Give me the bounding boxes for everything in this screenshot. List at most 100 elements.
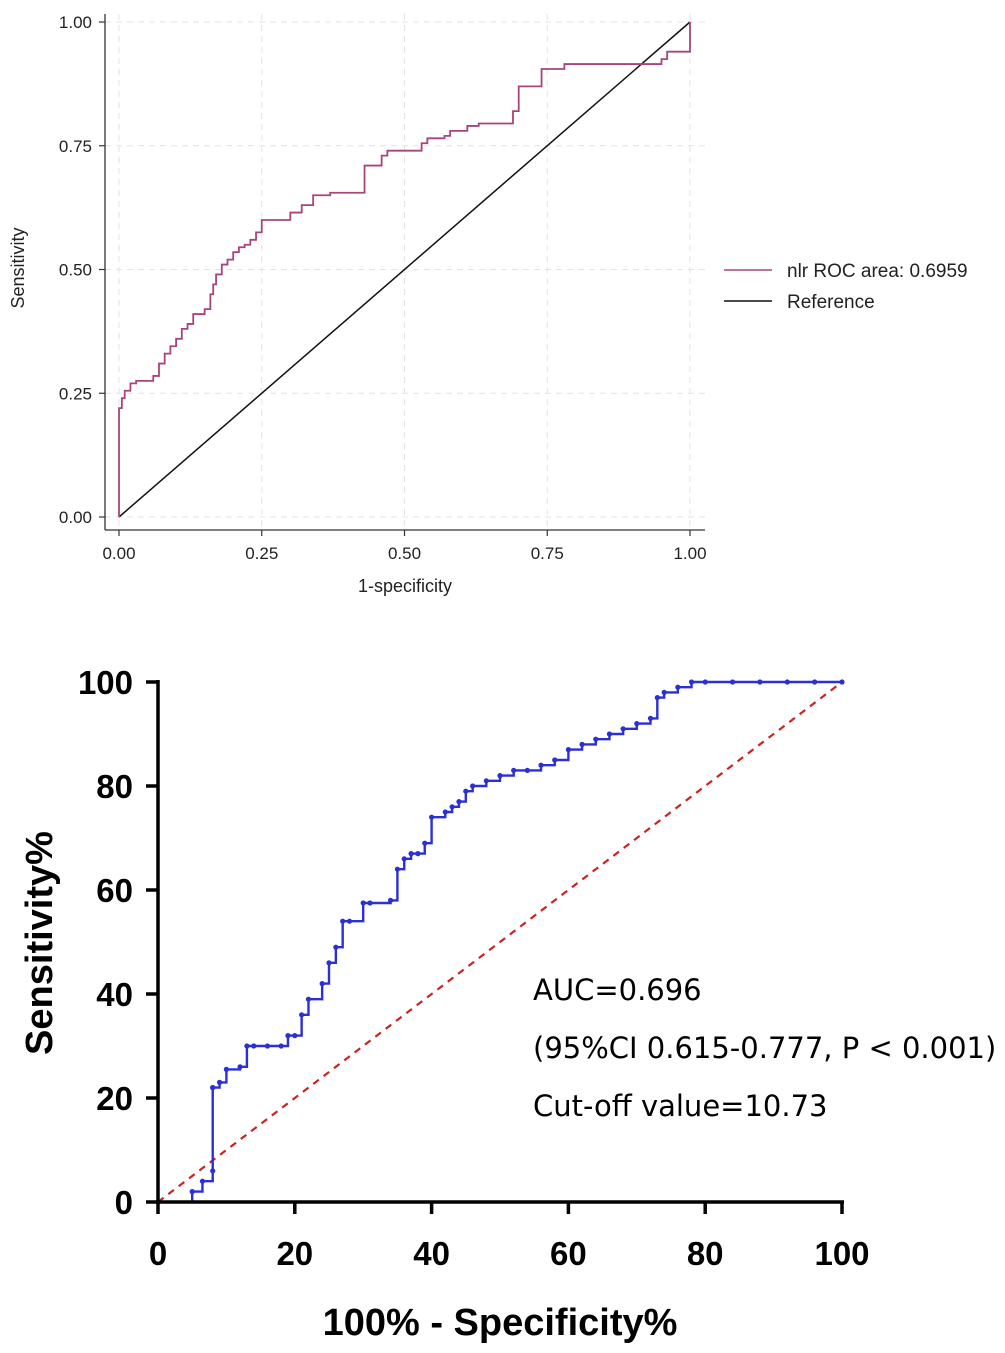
- chart2-roc-point-42: [565, 747, 572, 753]
- chart2-roc-point-36: [483, 778, 489, 784]
- chart1-y-tick-label-1: 0.25: [59, 384, 92, 403]
- chart2-roc-point-40: [538, 762, 544, 768]
- chart2-roc-point-44: [593, 736, 599, 742]
- chart2-roc-point-47: [634, 721, 640, 727]
- chart2-roc-point-58: [839, 679, 845, 685]
- chart2-roc-point-2: [199, 1178, 206, 1184]
- chart2-roc-point-23: [367, 900, 373, 906]
- chart2-roc-point-21: [346, 918, 353, 924]
- chart1-y-tick-label-0: 0.00: [59, 508, 92, 527]
- chart2-roc-point-56: [784, 679, 790, 685]
- chart2-x-tick-label-1: 20: [276, 1235, 313, 1272]
- chart2-y-tick-label-2: 40: [96, 976, 133, 1013]
- chart2-roc-point-53: [702, 679, 708, 685]
- chart2-roc-point-7: [223, 1066, 229, 1072]
- chart2-roc-point-48: [647, 715, 654, 722]
- chart2-roc-point-54: [729, 679, 736, 685]
- chart2-roc-point-5: [210, 1085, 216, 1091]
- legend-label-reference: Reference: [787, 292, 875, 313]
- chart2-x-tick-label-0: 0: [149, 1235, 167, 1272]
- chart2-x-tick-label-2: 40: [413, 1235, 450, 1272]
- chart2-roc-point-14: [292, 1033, 298, 1039]
- chart2-roc-point-3: [210, 1168, 216, 1174]
- chart2-roc-point-6: [216, 1079, 223, 1085]
- chart2-roc-point-17: [319, 981, 325, 987]
- chart2-roc-point-35: [470, 783, 476, 789]
- chart2-roc-point-39: [524, 767, 530, 774]
- chart2-x-tick-label-4: 80: [687, 1235, 724, 1272]
- chart2-roc-point-15: [299, 1012, 305, 1018]
- chart2-roc-point-38: [511, 767, 517, 774]
- chart2-y-tick-label-5: 100: [78, 664, 133, 701]
- chart1-x-tick-label-2: 0.50: [388, 544, 421, 563]
- chart1-x-tick-label-4: 1.00: [673, 544, 706, 563]
- chart2-y-tick-label-3: 60: [96, 872, 133, 909]
- chart2-y-tick-label-0: 0: [115, 1184, 133, 1221]
- chart2-x-tick-label-3: 60: [550, 1235, 587, 1272]
- chart1-y-axis-label: Sensitivity: [8, 227, 28, 308]
- annotation-ci: (95%CI 0.615-0.777, P < 0.001): [533, 1031, 996, 1065]
- chart2-roc-point-25: [394, 866, 400, 872]
- chart2-roc-point-16: [305, 996, 312, 1002]
- chart2-y-ticks: 0 20 40 60 80 100: [78, 664, 158, 1221]
- chart1-y-ticks: 0.00 0.25 0.50 0.75 1.00: [59, 13, 105, 527]
- chart2-roc-point-18: [326, 960, 332, 966]
- chart2-roc-point-55: [757, 679, 763, 685]
- chart2-roc-point-28: [415, 851, 421, 857]
- chart2-roc-point-57: [812, 679, 818, 685]
- chart2-roc-point-32: [449, 804, 455, 810]
- chart2-roc-point-43: [579, 741, 585, 748]
- chart2-roc-point-46: [620, 726, 626, 732]
- chart2-x-tick-label-5: 100: [814, 1235, 869, 1272]
- chart2-roc-point-30: [429, 814, 435, 820]
- chart2-roc-point-41: [552, 757, 558, 763]
- chart2-reference-line: [157, 681, 843, 1203]
- chart1-y-tick-label-4: 1.00: [59, 13, 92, 32]
- chart2-roc-point-19: [333, 944, 339, 950]
- chart1-y-tick-label-2: 0.50: [59, 261, 92, 280]
- chart2-y-tick-label-1: 20: [96, 1080, 133, 1117]
- chart1-x-tick-label-0: 0.00: [102, 544, 135, 563]
- chart-top-roc: 0.00 0.25 0.50 0.75 1.00 0.00 0.25 0.50 0.75 1.0…: [8, 13, 968, 596]
- chart2-axes: [156, 680, 844, 1204]
- chart2-roc-point-29: [422, 840, 428, 846]
- chart2-roc-point-20: [340, 918, 346, 924]
- chart1-x-axis-label: 1-specificity: [358, 576, 452, 596]
- chart2-y-tick-label-4: 80: [96, 768, 133, 805]
- chart1-legend: nlr ROC area: 0.6959 Reference: [724, 261, 968, 313]
- chart2-roc-point-24: [387, 897, 394, 904]
- chart1-x-tick-label-1: 0.25: [245, 544, 278, 563]
- chart2-x-axis-label: 100% - Specificity%: [323, 1302, 678, 1344]
- chart1-series: [118, 21, 691, 518]
- chart2-roc-point-10: [251, 1043, 257, 1049]
- chart2-roc-point-37: [497, 773, 503, 779]
- chart2-roc-point-27: [408, 851, 414, 857]
- chart2-roc-point-13: [285, 1033, 291, 1039]
- chart1-x-ticks: 0.00 0.25 0.50 0.75 1.00: [102, 530, 707, 563]
- chart2-roc-point-34: [463, 788, 469, 794]
- chart2-roc-point-52: [688, 679, 695, 685]
- legend-label-roc: nlr ROC area: 0.6959: [787, 261, 968, 282]
- chart2-roc-point-50: [661, 689, 667, 696]
- chart2-roc-point-12: [278, 1043, 284, 1049]
- chart2-roc-point-31: [442, 809, 448, 815]
- chart2-roc-point-9: [244, 1043, 250, 1049]
- annotation-auc: AUC=0.696: [533, 973, 702, 1007]
- annotation-cutoff: Cut-off value=10.73: [533, 1089, 827, 1123]
- chart2-series: [155, 679, 845, 1205]
- chart2-roc-point-8: [237, 1064, 243, 1070]
- chart2-roc-point-1: [189, 1189, 195, 1195]
- chart2-roc-point-49: [654, 695, 660, 701]
- chart1-roc-curve: [118, 22, 691, 517]
- chart2-roc-point-11: [264, 1043, 271, 1049]
- chart2-y-axis-label: Sensitivity%: [19, 831, 61, 1055]
- chart1-reference-line: [118, 21, 691, 518]
- chart2-roc-point-33: [456, 799, 462, 805]
- chart1-y-tick-label-3: 0.75: [59, 137, 92, 156]
- chart2-x-ticks: 0 20 40 60 80 100: [149, 1202, 870, 1272]
- chart2-roc-point-22: [360, 900, 366, 906]
- chart-bottom-roc: 0 20 40 60 80 100 0 20 40 60 80 100 100% - Specifi…: [19, 664, 996, 1344]
- chart2-roc-point-45: [606, 731, 613, 737]
